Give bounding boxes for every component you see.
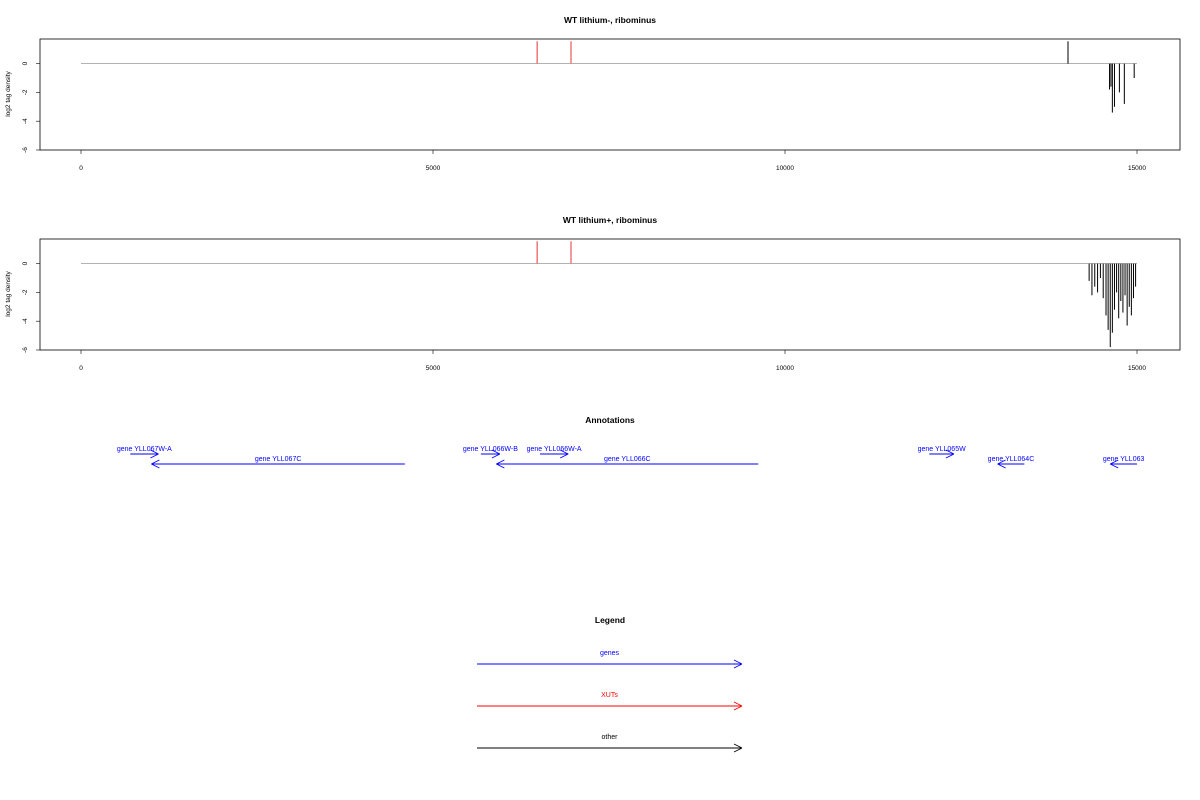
legend-arrow-head <box>733 659 743 665</box>
gene-label: gene YLL065W <box>918 446 967 453</box>
legend-label: other <box>602 734 619 741</box>
plot-frame <box>39 238 1181 351</box>
y-tick-label: -6 <box>22 347 29 353</box>
x-tick-label: 15000 <box>1128 165 1146 172</box>
gene-arrow-head <box>491 449 501 455</box>
y-tick-label: -2 <box>22 289 29 295</box>
x-tick-label: 5000 <box>426 365 441 372</box>
gene-label: gene YLL066W-B <box>463 446 518 453</box>
gene-arrow-head <box>151 463 160 469</box>
gene-arrow-head <box>150 453 159 459</box>
legend-arrow-head <box>733 705 743 711</box>
legend: Legend genes XUTs other <box>477 615 743 753</box>
gene-label: gene YLL066W-A <box>527 446 582 453</box>
x-axis: 0 5000 10000 15000 <box>79 150 1146 172</box>
y-tick-label: -4 <box>22 118 29 124</box>
gene-arrow-head <box>559 453 569 459</box>
panel-title: WT lithium-, ribominus <box>564 15 656 25</box>
x-tick-label: 0 <box>79 165 83 172</box>
legend-arrow-head <box>733 701 743 707</box>
gene-arrow-head <box>1110 463 1119 469</box>
gene-label: gene YLL064C <box>988 456 1035 463</box>
gene-arrow-head <box>1110 459 1119 465</box>
x-tick-label: 0 <box>79 365 83 372</box>
gene-arrow-head <box>150 449 159 455</box>
legend-title: Legend <box>595 615 625 625</box>
gene-arrow-head <box>945 449 955 455</box>
gene-arrow-head <box>997 459 1006 465</box>
legend-entries: genes XUTs other <box>477 650 743 753</box>
data-marks <box>81 241 1137 348</box>
gene-arrow-head <box>496 463 505 469</box>
gene-label: gene YLL063 <box>1103 456 1145 463</box>
track-panel-lithium-plus: WT lithium+, ribominus log2 tag density … <box>5 215 1181 372</box>
gene-arrow-head <box>151 459 160 465</box>
x-tick-label: 10000 <box>776 365 794 372</box>
y-axis-label: log2 tag density <box>5 270 12 316</box>
y-axis-label: log2 tag density <box>5 70 12 116</box>
x-tick-label: 10000 <box>776 165 794 172</box>
plot-frame <box>39 38 1181 151</box>
legend-arrow-head <box>733 743 743 749</box>
gene-arrow-head <box>997 463 1006 469</box>
gene-arrows: gene YLL067W-A gene YLL067C gene YLL066W-B… <box>117 446 1145 469</box>
annotations-title: Annotations <box>585 415 635 425</box>
panel-title: WT lithium+, ribominus <box>563 215 657 225</box>
legend-arrow-head <box>733 747 743 753</box>
track-panel-lithium-minus: WT lithium-, ribominus log2 tag density … <box>5 15 1181 172</box>
y-tick-label: -6 <box>22 147 29 153</box>
gene-arrow-head <box>945 453 955 459</box>
y-axis: 0 -2 -4 -6 <box>22 261 40 353</box>
y-axis: 0 -2 -4 -6 <box>22 61 40 153</box>
y-tick-label: 0 <box>22 261 29 265</box>
gene-arrow-head <box>559 449 569 455</box>
legend-label: XUTs <box>601 692 618 699</box>
legend-arrow-head <box>733 663 743 669</box>
data-marks <box>81 41 1137 113</box>
y-tick-label: -4 <box>22 318 29 324</box>
gene-label: gene YLL066C <box>604 456 651 463</box>
x-axis: 0 5000 10000 15000 <box>79 350 1146 372</box>
y-tick-label: -2 <box>22 89 29 95</box>
legend-label: genes <box>600 650 620 657</box>
gene-label: gene YLL067W-A <box>117 446 172 453</box>
gene-arrow-head <box>491 453 501 459</box>
gene-arrow-head <box>496 459 505 465</box>
x-tick-label: 5000 <box>426 165 441 172</box>
x-tick-label: 15000 <box>1128 365 1146 372</box>
gene-label: gene YLL067C <box>255 456 302 463</box>
y-tick-label: 0 <box>22 61 29 65</box>
